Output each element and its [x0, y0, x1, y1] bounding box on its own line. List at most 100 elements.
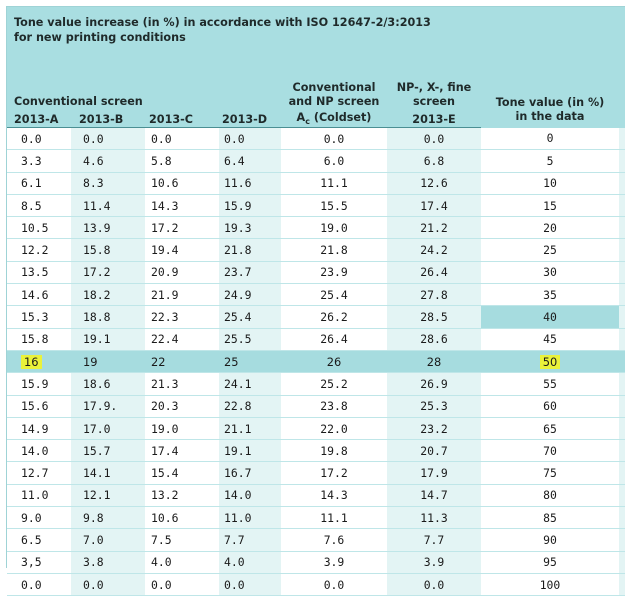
- cell-value: 40: [543, 310, 557, 325]
- table-row: 14.9 17.0 19.0 21.1 22.0 23.2 65: [7, 417, 625, 441]
- table-row: 12.7 14.1 15.4 16.7 17.2 17.9 75: [7, 461, 625, 485]
- cell-2013-c: 20.3: [145, 395, 219, 418]
- highlighted-value: 50: [539, 354, 561, 369]
- cell-value: 15.3: [21, 310, 49, 325]
- cell-value: 18.6: [83, 376, 111, 391]
- cell-value: 12.7: [21, 466, 49, 481]
- conventional-screen-group-header: Conventional screen: [7, 67, 281, 111]
- cell-value: 0.0: [323, 131, 345, 146]
- cell-value: 8.3: [83, 176, 104, 191]
- tone-value-header-line-1: Tone value (in %): [495, 95, 605, 109]
- cell-2013-b: 7.0: [71, 528, 145, 552]
- cell-value: 19.1: [224, 443, 252, 458]
- right-edge-cell: [619, 194, 625, 218]
- cell-value: 7.0: [83, 532, 104, 547]
- cell-2013-b: 12.1: [71, 484, 145, 508]
- cell-2013-e: 26.9: [387, 372, 481, 396]
- cell-tone-value: 20: [481, 216, 619, 240]
- cell-value: 28.6: [420, 332, 448, 347]
- cell-2013-d: 19.3: [219, 216, 281, 240]
- cell-2013-b: 18.6: [71, 372, 145, 396]
- cell-ac-coldset: 11.1: [281, 172, 387, 195]
- cell-value: 24.1: [224, 376, 252, 391]
- np-x-fine-group-header: NP-, X-, fine screen: [387, 67, 481, 111]
- cell-value: 14.0: [21, 443, 49, 458]
- cell-2013-a: 3.3: [7, 149, 71, 173]
- cell-2013-b: 13.9: [71, 216, 145, 240]
- cell-value: 0.0: [423, 577, 445, 592]
- cell-value: 14.3: [151, 198, 179, 213]
- cell-2013-a: 0.0: [7, 127, 71, 151]
- cell-tone-value: 50: [481, 350, 619, 374]
- cell-value: 18.2: [83, 287, 111, 302]
- right-edge-cell: [619, 149, 625, 173]
- cell-value: 0.0: [83, 577, 104, 592]
- cell-ac-coldset: 0.0: [281, 127, 387, 151]
- table-row: 15.6 17.9. 20.3 22.8 23.8 25.3 60: [7, 395, 625, 418]
- col-header-2013-c: 2013-C: [145, 111, 219, 128]
- highlighted-value: 16: [21, 354, 42, 369]
- cell-value: 14.3: [320, 488, 348, 503]
- cell-2013-a: 16: [7, 350, 71, 374]
- cell-value: 27.8: [420, 287, 448, 302]
- cell-value: 20.3: [151, 399, 179, 414]
- cell-value: 23.8: [320, 399, 348, 414]
- cell-value: 3.9: [423, 555, 445, 570]
- cell-2013-c: 17.2: [145, 216, 219, 240]
- cell-tone-value: 5: [481, 149, 619, 173]
- col-header-2013-d: 2013-D: [219, 111, 281, 128]
- cell-2013-b: 9.8: [71, 506, 145, 530]
- ac-sub: c: [305, 117, 310, 127]
- cell-value: 11.1: [320, 176, 348, 191]
- cell-value: 18.8: [83, 310, 111, 325]
- cell-2013-e: 21.2: [387, 216, 481, 240]
- cell-value: 0.0: [21, 577, 42, 592]
- right-edge-cell: [619, 506, 625, 530]
- cell-value: 3.9: [323, 555, 345, 570]
- cell-value: 7.6: [323, 532, 345, 547]
- cell-2013-e: 28.6: [387, 328, 481, 351]
- table-left-border: [6, 6, 7, 568]
- cell-2013-c: 20.9: [145, 261, 219, 285]
- cell-value: 12.6: [420, 176, 448, 191]
- cell-tone-value: 45: [481, 328, 619, 351]
- right-edge-cell: [619, 216, 625, 240]
- cell-2013-b: 19.1: [71, 328, 145, 351]
- cell-ac-coldset: 21.8: [281, 238, 387, 262]
- cell-ac-coldset: 25.4: [281, 283, 387, 307]
- cell-value: 65: [543, 421, 557, 436]
- cell-2013-c: 0.0: [145, 127, 219, 151]
- cell-ac-coldset: 14.3: [281, 484, 387, 508]
- cell-ac-coldset: 7.6: [281, 528, 387, 552]
- cell-tone-value: 40: [481, 305, 619, 329]
- right-edge-cell: [619, 551, 625, 574]
- cell-2013-b: 18.2: [71, 283, 145, 307]
- cell-tone-value: 30: [481, 261, 619, 285]
- table-row: 9.0 9.8 10.6 11.0 11.1 11.3 85: [7, 506, 625, 530]
- table-row: 15.9 18.6 21.3 24.1 25.2 26.9 55: [7, 372, 625, 396]
- cell-2013-c: 13.2: [145, 484, 219, 508]
- cell-value: 4.0: [224, 555, 245, 570]
- cell-2013-e: 6.8: [387, 149, 481, 173]
- cell-2013-e: 28: [387, 350, 481, 374]
- cell-value: 25.2: [320, 376, 348, 391]
- cell-value: 13.2: [151, 488, 179, 503]
- cell-2013-a: 6.1: [7, 172, 71, 195]
- cell-2013-d: 19.1: [219, 439, 281, 463]
- cell-2013-a: 10.5: [7, 216, 71, 240]
- cell-value: 9.0: [21, 510, 42, 525]
- table-row: 14.0 15.7 17.4 19.1 19.8 20.7 70: [7, 439, 625, 463]
- cell-tone-value: 95: [481, 551, 619, 574]
- table-row: 11.0 12.1 13.2 14.0 14.3 14.7 80: [7, 484, 625, 508]
- cell-value: 70: [543, 443, 557, 458]
- cell-2013-c: 15.4: [145, 461, 219, 485]
- cell-value: 10: [543, 176, 557, 191]
- cell-value: 22.0: [320, 421, 348, 436]
- cell-value: 15.5: [320, 198, 348, 213]
- cell-2013-b: 14.1: [71, 461, 145, 485]
- cell-2013-a: 6.5: [7, 528, 71, 552]
- cell-value: 15.4: [151, 466, 179, 481]
- cell-value: 20.7: [420, 443, 448, 458]
- cell-2013-d: 14.0: [219, 484, 281, 508]
- col-header-2013-e: 2013-E: [387, 111, 481, 128]
